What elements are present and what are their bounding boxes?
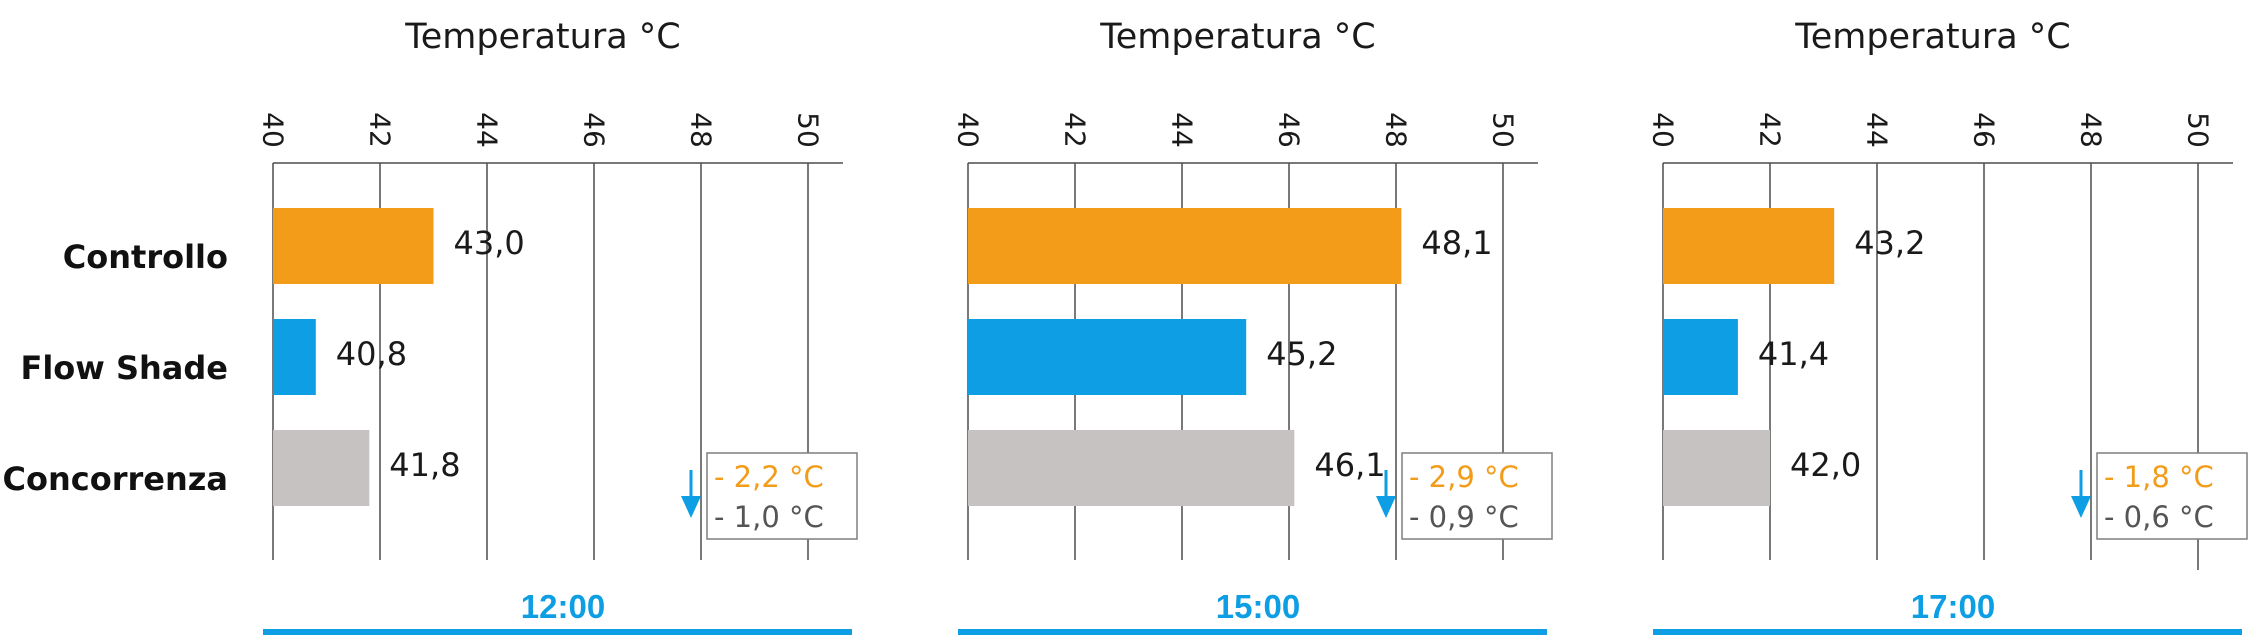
bar-concorrenza bbox=[968, 430, 1295, 506]
tick-label-44: 44 bbox=[471, 112, 504, 148]
tick-label-40: 40 bbox=[257, 112, 290, 148]
time-underline bbox=[263, 629, 852, 635]
down-arrow-head-icon bbox=[681, 496, 701, 518]
difference-vs-concorrenza: - 0,9 °C bbox=[1409, 500, 1519, 534]
down-arrow-head-icon bbox=[1376, 496, 1396, 518]
value-label-concorrenza: 42,0 bbox=[1790, 446, 1861, 484]
tick-label-44: 44 bbox=[1166, 112, 1199, 148]
category-label-controllo: Controllo bbox=[63, 238, 228, 276]
tick-label-44: 44 bbox=[1861, 112, 1894, 148]
time-label: 12:00 bbox=[521, 588, 605, 625]
chart-panel-1: Temperatura °C 40 42 44 46 48 50 43,0 40,8 41,8 - … bbox=[257, 17, 858, 635]
value-label-flow-shade: 40,8 bbox=[336, 335, 407, 373]
tick-label-40: 40 bbox=[1647, 112, 1680, 148]
difference-vs-controllo: - 2,2 °C bbox=[714, 460, 824, 494]
time-underline bbox=[1653, 629, 2242, 635]
time-underline bbox=[958, 629, 1547, 635]
tick-label-48: 48 bbox=[685, 112, 718, 148]
chart-panel-2: Temperatura °C 40 42 44 46 48 50 48,1 45,2 46,1 - … bbox=[952, 17, 1553, 635]
chart-panels: Temperatura °C 40 42 44 46 48 50 43,0 40,8 41,8 - … bbox=[257, 17, 2248, 635]
difference-vs-concorrenza: - 0,6 °C bbox=[2104, 500, 2214, 534]
tick-label-50: 50 bbox=[2182, 112, 2215, 148]
time-label: 15:00 bbox=[1216, 588, 1300, 625]
chart-title: Temperatura °C bbox=[1794, 17, 2070, 57]
value-label-controllo: 48,1 bbox=[1421, 224, 1492, 262]
bar-controllo bbox=[968, 208, 1402, 284]
bar-flow-shade bbox=[273, 319, 316, 395]
category-labels: Controllo Flow Shade Concorrenza bbox=[3, 238, 228, 498]
value-label-controllo: 43,2 bbox=[1854, 224, 1925, 262]
tick-label-48: 48 bbox=[1380, 112, 1413, 148]
bar-flow-shade bbox=[968, 319, 1247, 395]
difference-box bbox=[1401, 452, 1553, 540]
tick-label-50: 50 bbox=[792, 112, 825, 148]
category-label-concorrenza: Concorrenza bbox=[3, 460, 228, 498]
tick-label-40: 40 bbox=[952, 112, 985, 148]
difference-vs-concorrenza: - 1,0 °C bbox=[714, 500, 824, 534]
category-label-flow-shade: Flow Shade bbox=[20, 349, 228, 387]
tick-label-46: 46 bbox=[1968, 112, 2001, 148]
tick-label-50: 50 bbox=[1487, 112, 1520, 148]
down-arrow-head-icon bbox=[2071, 496, 2091, 518]
chart-title: Temperatura °C bbox=[404, 17, 680, 57]
value-label-concorrenza: 46,1 bbox=[1314, 446, 1385, 484]
tick-label-46: 46 bbox=[578, 112, 611, 148]
bar-concorrenza bbox=[273, 430, 370, 506]
value-label-flow-shade: 41,4 bbox=[1758, 335, 1829, 373]
tick-label-46: 46 bbox=[1273, 112, 1306, 148]
chart-title: Temperatura °C bbox=[1099, 17, 1375, 57]
chart-panel-3: Temperatura °C 40 42 44 46 48 50 43,2 41,4 42,0 - … bbox=[1647, 17, 2248, 635]
tick-label-48: 48 bbox=[2075, 112, 2108, 148]
bar-controllo bbox=[273, 208, 434, 284]
difference-vs-controllo: - 2,9 °C bbox=[1409, 460, 1519, 494]
tick-label-42: 42 bbox=[1059, 112, 1092, 148]
bar-controllo bbox=[1663, 208, 1835, 284]
difference-vs-controllo: - 1,8 °C bbox=[2104, 460, 2214, 494]
value-label-concorrenza: 41,8 bbox=[389, 446, 460, 484]
difference-box bbox=[706, 452, 858, 540]
tick-label-42: 42 bbox=[364, 112, 397, 148]
bar-flow-shade bbox=[1663, 319, 1738, 395]
value-label-controllo: 43,0 bbox=[454, 224, 525, 262]
value-label-flow-shade: 45,2 bbox=[1266, 335, 1337, 373]
bar-concorrenza bbox=[1663, 430, 1770, 506]
time-label: 17:00 bbox=[1911, 588, 1995, 625]
difference-box bbox=[2096, 452, 2248, 540]
tick-label-42: 42 bbox=[1754, 112, 1787, 148]
